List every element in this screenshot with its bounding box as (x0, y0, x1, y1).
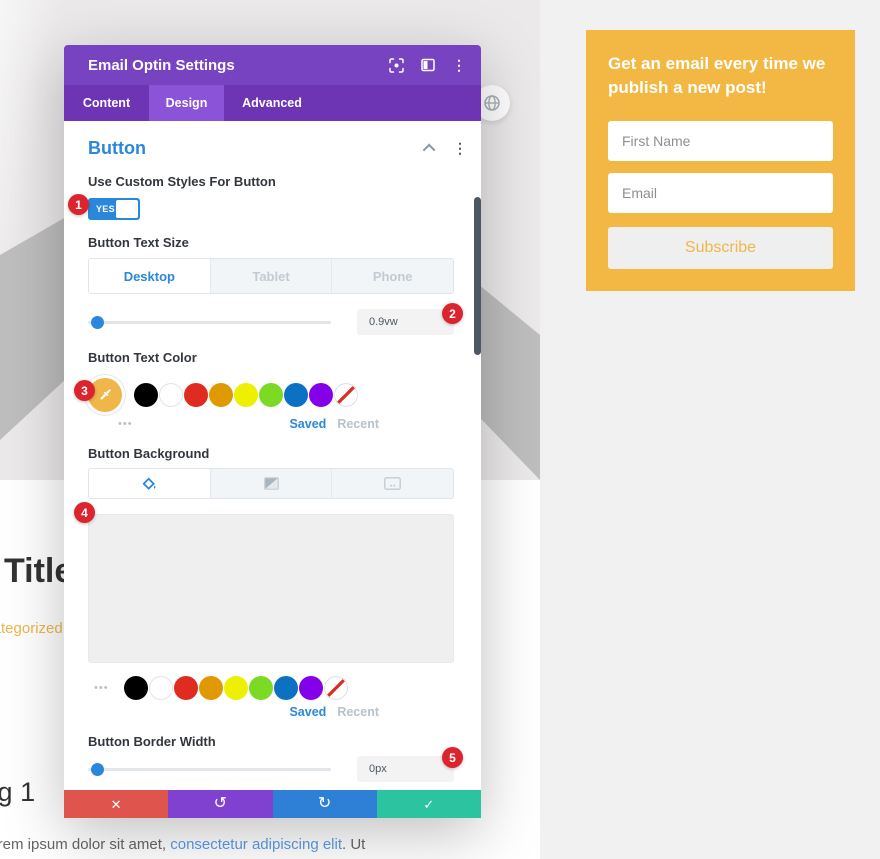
check-icon: ✓ (423, 796, 435, 812)
image-icon (384, 477, 402, 490)
text-size-slider[interactable] (88, 315, 331, 329)
palette-swatch-orange[interactable] (198, 676, 223, 700)
text-size-label: Button Text Size (88, 235, 189, 250)
email-optin-settings-modal: Email Optin Settings ⋮ Content Design Ad… (64, 45, 481, 818)
annotation-badge-5: 5 (442, 747, 463, 768)
more-swatches-icon[interactable]: ••• (118, 418, 133, 430)
palette-swatch-green[interactable] (248, 676, 273, 700)
palette-swatch-orange[interactable] (209, 383, 233, 407)
undo-icon: ↺ (213, 795, 228, 812)
border-width-label: Button Border Width (88, 734, 216, 749)
post-title: Title (4, 552, 74, 590)
annotation-badge-3: 3 (74, 380, 95, 401)
modal-scrollbar[interactable] (474, 197, 481, 355)
toggle-knob (116, 200, 138, 218)
device-tab-desktop[interactable]: Desktop (89, 259, 210, 293)
border-width-value-field[interactable]: 0px (357, 756, 454, 782)
globe-icon (484, 95, 500, 111)
optin-heading: Get an email every time we publish a new… (608, 54, 826, 98)
modal-header[interactable]: Email Optin Settings ⋮ (64, 45, 481, 85)
text-size-slider-row: 0.9vw (88, 309, 454, 335)
more-swatches-icon[interactable]: ••• (94, 682, 109, 694)
border-width-slider-row: 0px (88, 756, 454, 782)
custom-styles-label: Use Custom Styles For Button (88, 174, 276, 189)
color-picker-canvas[interactable] (88, 514, 454, 663)
palette-swatch-red[interactable] (184, 383, 208, 407)
recent-colors-link[interactable]: Recent (337, 417, 379, 431)
post-heading: Heading 1 (0, 777, 36, 807)
palette-swatch-green[interactable] (259, 383, 283, 407)
text-size-slider-knob[interactable] (91, 315, 104, 329)
tab-design[interactable]: Design (149, 85, 224, 121)
border-width-slider[interactable] (88, 762, 331, 776)
background-links-row: Saved Recent (88, 705, 379, 719)
transparent-swatch[interactable] (323, 676, 348, 700)
button-background-label: Button Background (88, 446, 210, 461)
text-color-links-row: ••• Saved Recent (88, 417, 379, 431)
device-tabs: Desktop Tablet Phone (88, 258, 454, 294)
section-title: Button (88, 138, 146, 158)
body-text-end: . Ut (342, 836, 366, 853)
border-width-slider-knob[interactable] (91, 762, 104, 776)
more-options-icon[interactable]: ⋮ (452, 57, 466, 73)
modal-title: Email Optin Settings (88, 56, 235, 74)
background-color-tab[interactable] (89, 469, 210, 498)
body-text-start: Lorem ipsum dolor sit amet, (0, 836, 167, 853)
custom-styles-toggle[interactable]: YES (88, 198, 140, 220)
post-body-text: Lorem ipsum dolor sit amet, consectetur … (0, 836, 365, 853)
modal-tab-bar: Content Design Advanced (64, 85, 481, 121)
section-more-icon[interactable]: ⋮ (453, 140, 467, 156)
toggle-yes-label: YES (96, 204, 115, 214)
background-swatch-row: ••• (88, 676, 379, 700)
palette-swatch-purple[interactable] (309, 383, 333, 407)
modal-body: Button ⋮ Use Custom Styles For Button YE… (64, 121, 481, 790)
fill-color-icon (142, 476, 156, 490)
palette-swatch-white[interactable] (148, 676, 173, 700)
split-view-icon[interactable] (421, 58, 435, 72)
palette-swatch-black[interactable] (134, 383, 158, 407)
annotation-badge-2: 2 (442, 303, 463, 324)
modal-action-bar: ✕ ↺ ↻ ✓ (64, 790, 481, 818)
redo-button[interactable]: ↻ (272, 790, 377, 818)
palette-swatch-black[interactable] (123, 676, 148, 700)
palette-swatch-blue[interactable] (273, 676, 298, 700)
palette-swatch-red[interactable] (173, 676, 198, 700)
email-optin-preview: Get an email every time we publish a new… (586, 30, 855, 291)
device-tab-tablet[interactable]: Tablet (209, 259, 332, 293)
email-input[interactable] (608, 173, 833, 214)
undo-button[interactable]: ↺ (168, 790, 273, 818)
recent-colors-link[interactable]: Recent (337, 705, 379, 719)
palette-swatch-yellow[interactable] (223, 676, 248, 700)
subscribe-button[interactable]: Subscribe (608, 227, 833, 270)
discard-button[interactable]: ✕ (64, 790, 169, 818)
palette-swatch-blue[interactable] (284, 383, 308, 407)
redo-icon: ↻ (317, 795, 332, 812)
preview-mode-icon[interactable] (389, 57, 404, 73)
tab-advanced[interactable]: Advanced (242, 96, 302, 110)
annotation-badge-1: 1 (68, 194, 89, 215)
background-type-tabs (88, 468, 454, 499)
gradient-icon (263, 477, 279, 490)
palette-swatch-purple[interactable] (298, 676, 323, 700)
background-image-tab[interactable] (331, 469, 453, 498)
tab-content[interactable]: Content (82, 96, 131, 110)
palette-swatch-yellow[interactable] (234, 383, 258, 407)
text-color-label: Button Text Color (88, 350, 197, 365)
saved-colors-link[interactable]: Saved (289, 705, 327, 719)
body-text-link[interactable]: consectetur adipiscing elit (170, 836, 343, 853)
annotation-badge-4: 4 (74, 502, 95, 523)
close-icon: ✕ (110, 796, 122, 812)
transparent-swatch[interactable] (334, 383, 358, 407)
text-color-swatch-row (88, 378, 379, 412)
button-section-header[interactable]: Button ⋮ (88, 121, 467, 159)
background-gradient-tab[interactable] (209, 469, 332, 498)
device-tab-phone[interactable]: Phone (331, 259, 453, 293)
text-size-value-field[interactable]: 0.9vw (357, 309, 454, 335)
eyedropper-icon (100, 389, 111, 400)
save-button[interactable]: ✓ (376, 790, 481, 818)
post-category-link[interactable]: Uncategorized (0, 620, 63, 637)
first-name-input[interactable] (608, 121, 833, 162)
palette-swatch-white[interactable] (159, 383, 183, 407)
saved-colors-link[interactable]: Saved (289, 417, 327, 431)
